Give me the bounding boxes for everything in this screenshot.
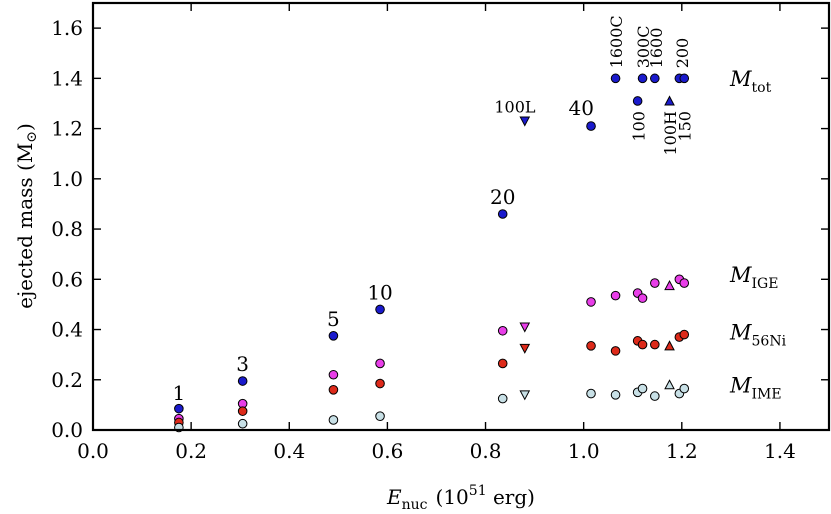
annotation-label: 10 xyxy=(367,280,392,304)
tot-point xyxy=(375,304,385,315)
ime-point xyxy=(610,390,621,400)
ime-point xyxy=(650,391,660,401)
ni-point xyxy=(375,378,385,389)
tot-point xyxy=(632,96,643,106)
tot-point xyxy=(237,376,248,386)
ime-point xyxy=(375,411,385,421)
ni-point xyxy=(328,385,339,395)
tot-point xyxy=(586,121,596,131)
ime-point xyxy=(497,393,508,404)
x-tick-label: 0.2 xyxy=(175,439,207,463)
annotation-label: 300C xyxy=(634,26,653,69)
plot-frame xyxy=(91,1,831,432)
ige-point xyxy=(637,293,648,303)
ime-point xyxy=(519,390,531,401)
annotation-label: 1 xyxy=(172,381,185,405)
tot-point xyxy=(497,209,508,219)
ige-point xyxy=(586,297,596,307)
x-tick-label: 1.2 xyxy=(666,439,698,463)
axis-ticks: 0.0 0.2 0.4 0.6 0.8 1.0 1.2 1.4 0.0 0.2 0.4 0.6 0.8 1… xyxy=(51,3,829,463)
ige-point xyxy=(664,280,675,291)
x-tick-label: 0.0 xyxy=(77,439,109,463)
annotation-label: 150 xyxy=(676,111,695,142)
ige-point xyxy=(497,325,508,336)
ni-point xyxy=(650,339,660,350)
tot-point xyxy=(174,403,184,414)
ni-point xyxy=(519,343,531,354)
y-tick-label: 0.4 xyxy=(51,318,83,342)
ni-point xyxy=(237,406,248,416)
annotation-label: 5 xyxy=(327,307,340,331)
y-tick-label: 1.0 xyxy=(51,167,83,191)
ige-point xyxy=(375,358,385,369)
annotation-label: 100 xyxy=(630,111,649,142)
tot-point xyxy=(664,95,675,106)
ime-point xyxy=(237,418,248,429)
data-points xyxy=(174,73,690,433)
ime-point xyxy=(328,415,339,425)
ige-point xyxy=(610,290,621,301)
y-axis-label: ejected mass (M⊙) xyxy=(13,123,40,309)
ni-point xyxy=(664,340,675,351)
x-tick-label: 0.4 xyxy=(273,439,305,463)
x-axis-label: Enuc (1051 erg) xyxy=(386,483,535,513)
tot-point xyxy=(610,73,621,84)
x-tick-label: 1.4 xyxy=(764,439,796,463)
series-labels: Mtot MIGE M56Ni MIME xyxy=(729,67,787,402)
tot-point xyxy=(519,116,531,127)
y-tick-label: 1.2 xyxy=(51,117,83,141)
ime-point xyxy=(679,383,690,394)
ni-point xyxy=(679,329,690,340)
ime-point xyxy=(637,383,648,394)
annotation-label: 200 xyxy=(673,38,692,69)
annotation-label: 1600C xyxy=(607,15,626,68)
annotation-label: 100L xyxy=(494,97,536,116)
y-tick-label: 1.6 xyxy=(51,16,83,40)
series-label-ime: MIME xyxy=(729,373,782,402)
ige-point xyxy=(650,278,660,288)
series-label-tot: Mtot xyxy=(729,67,772,96)
ni-point xyxy=(586,341,596,351)
ni-point xyxy=(637,339,648,350)
ime-point xyxy=(586,388,596,399)
y-tick-label: 0.2 xyxy=(51,368,83,392)
series-label-ni: M56Ni xyxy=(729,321,787,350)
y-tick-label: 0.0 xyxy=(51,418,83,442)
x-tick-label: 0.6 xyxy=(371,439,403,463)
y-tick-label: 0.8 xyxy=(51,217,83,241)
tot-point xyxy=(637,73,648,84)
annotation-label: 3 xyxy=(236,352,249,376)
ni-point xyxy=(497,358,508,369)
tot-point xyxy=(650,73,660,84)
annotation-label: 40 xyxy=(568,96,593,120)
y-tick-label: 0.6 xyxy=(51,267,83,291)
series-label-ige: MIGE xyxy=(729,263,778,292)
ime-point xyxy=(664,379,675,390)
ige-point xyxy=(519,322,531,333)
tot-point xyxy=(679,73,690,84)
annotation-label: 1600 xyxy=(647,28,666,69)
annotation-label: 100H xyxy=(661,111,680,156)
annotation-label: 20 xyxy=(490,185,515,209)
tot-point xyxy=(328,331,339,341)
x-tick-label: 1.0 xyxy=(568,439,600,463)
ige-point xyxy=(679,278,690,288)
ige-point xyxy=(328,369,339,380)
y-tick-label: 1.4 xyxy=(51,66,83,90)
ni-point xyxy=(610,346,621,356)
x-tick-label: 0.8 xyxy=(470,439,502,463)
